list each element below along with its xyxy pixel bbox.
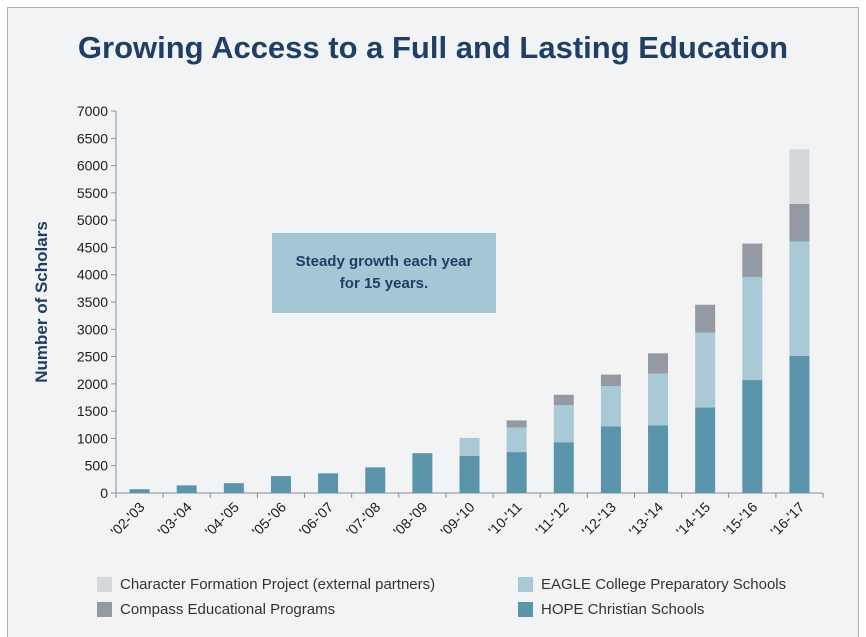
- y-tick-label: 2000: [77, 376, 108, 392]
- x-tick-label: '06-'07: [296, 499, 337, 540]
- bar-segment: [600, 426, 621, 493]
- x-tick-label: '12-'13: [579, 499, 620, 540]
- y-tick-label: 2500: [77, 349, 108, 365]
- bar-segment: [742, 243, 763, 277]
- chart-frame: [7, 7, 859, 637]
- x-tick-label: '02-'03: [107, 499, 148, 540]
- bar-segment: [648, 373, 669, 426]
- chart-title: Growing Access to a Full and Lasting Edu…: [77, 30, 789, 65]
- y-tick-label: 6000: [77, 158, 108, 174]
- bar-segment: [223, 483, 244, 493]
- y-tick-label: 6500: [77, 130, 108, 146]
- bar-segment: [506, 452, 527, 493]
- bar-segment: [789, 149, 810, 204]
- x-tick-label: '08-'09: [390, 499, 431, 540]
- bar-segment: [695, 407, 716, 493]
- legend-item-hope: HOPE Christian Schools: [518, 601, 704, 618]
- y-tick-label: 500: [85, 458, 109, 474]
- y-tick-label: 3500: [77, 294, 108, 310]
- bar-segment: [553, 405, 574, 443]
- x-tick-label: '13-'14: [626, 499, 667, 540]
- bar-segment: [129, 489, 150, 493]
- bar-segment: [648, 425, 669, 493]
- bar-segment: [506, 420, 527, 428]
- y-tick-label: 4500: [77, 239, 108, 255]
- bar-segment: [176, 485, 197, 493]
- x-tick-label: '04-'05: [202, 499, 243, 540]
- bar-segment: [789, 356, 810, 493]
- y-tick-label: 7000: [77, 103, 108, 119]
- bar-segment: [459, 455, 480, 493]
- bar-segment: [365, 467, 386, 493]
- x-tick-label: '16-'17: [767, 499, 808, 540]
- bar-segment: [318, 473, 339, 493]
- legend-item-eagle: EAGLE College Preparatory Schools: [518, 576, 786, 593]
- y-tick-label: 4000: [77, 267, 108, 283]
- bar-segment: [789, 203, 810, 242]
- bar-segment: [553, 442, 574, 493]
- x-tick-label: '10-'11: [485, 499, 525, 539]
- legend-swatch: [97, 602, 112, 617]
- bar-segment: [459, 437, 480, 456]
- y-tick-label: 0: [100, 485, 108, 501]
- chart-annotation: Steady growth each year for 15 years.: [272, 233, 496, 313]
- bar-segment: [648, 353, 669, 374]
- bar-segment: [742, 380, 763, 493]
- legend-label: HOPE Christian Schools: [541, 601, 705, 618]
- bar-segment: [600, 386, 621, 427]
- y-tick-label: 3000: [77, 321, 108, 337]
- y-axis-label: Number of Scholars: [32, 221, 51, 383]
- legend-item-character-formation: Character Formation Project (external pa…: [97, 576, 435, 593]
- legend-swatch: [518, 602, 533, 617]
- bar-segment: [600, 374, 621, 387]
- bar-segment: [742, 276, 763, 381]
- bar-segment: [553, 394, 574, 406]
- legend-label: Character Formation Project (external pa…: [120, 576, 436, 593]
- legend-label: Compass Educational Programs: [120, 601, 336, 618]
- bar-segment: [270, 476, 291, 493]
- legend-swatch: [518, 577, 533, 592]
- bar-segment: [789, 241, 810, 357]
- x-tick-label: '07-'08: [343, 499, 384, 540]
- legend-swatch: [97, 577, 112, 592]
- y-tick-label: 1500: [77, 403, 108, 419]
- x-tick-label: '03-'04: [154, 499, 195, 540]
- bar-segment: [412, 453, 433, 493]
- legend-label: EAGLE College Preparatory Schools: [541, 576, 787, 593]
- x-tick-label: '15-'16: [720, 499, 761, 540]
- y-tick-label: 5000: [77, 212, 108, 228]
- x-tick-label: '14-'15: [673, 499, 714, 540]
- legend-item-compass: Compass Educational Programs: [97, 601, 335, 618]
- bar-segment: [695, 332, 716, 408]
- y-tick-label: 5500: [77, 185, 108, 201]
- x-tick-label: '09-'10: [437, 499, 478, 540]
- x-tick-label: '11-'12: [532, 499, 572, 539]
- bar-segment: [695, 304, 716, 333]
- y-tick-label: 1000: [77, 430, 108, 446]
- x-tick-label: '05-'06: [249, 499, 290, 540]
- bar-segment: [506, 427, 527, 453]
